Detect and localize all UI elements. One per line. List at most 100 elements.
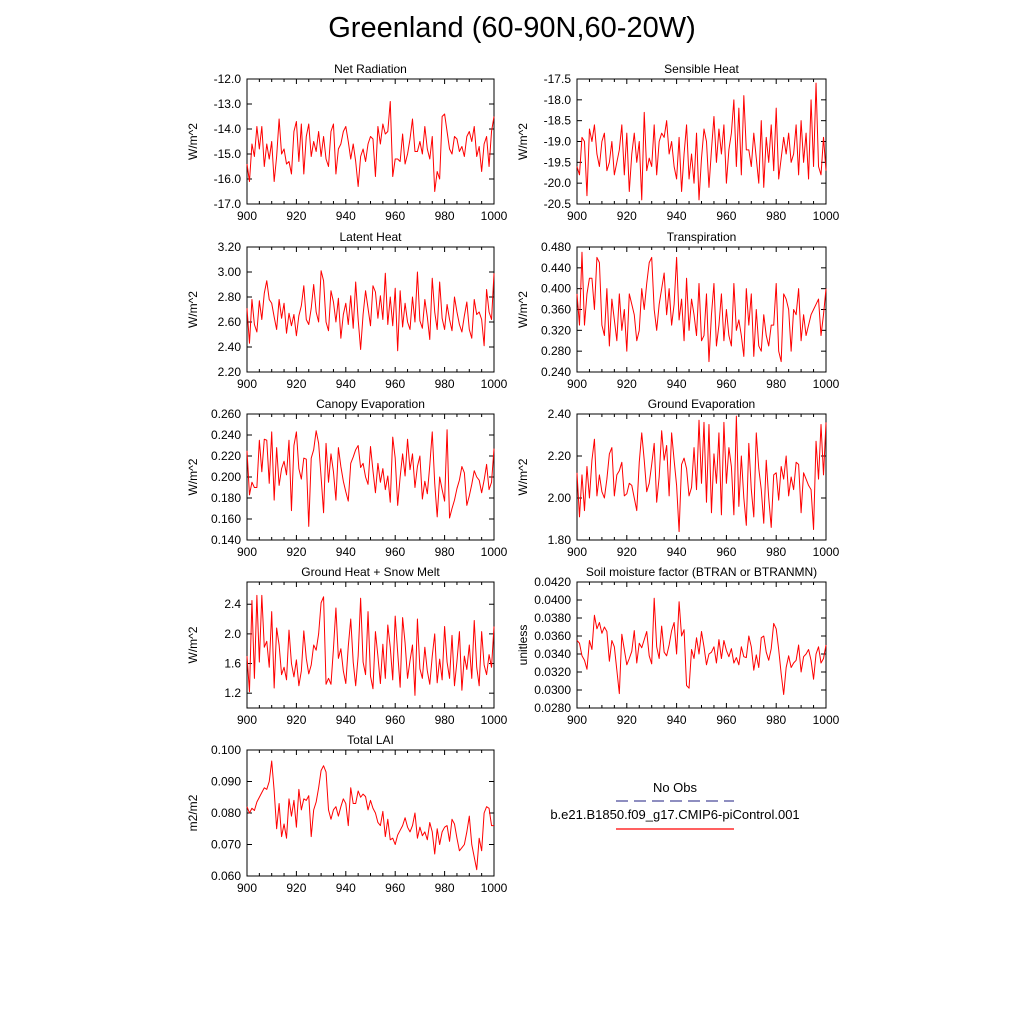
chart-panel: Ground Heat + Snow Melt W/m^2 900 920 940 960… (186, 565, 508, 727)
y-tick-label: 1.2 (224, 686, 241, 700)
chart-panel: Latent Heat W/m^2 900 920 940 960 980 1000 2.20 2… (186, 230, 508, 391)
y-tick-label: 0.070 (211, 838, 241, 852)
x-tick-label: 940 (336, 209, 356, 223)
x-tick-label: 900 (237, 377, 257, 391)
y-axis-label: W/m^2 (186, 123, 200, 160)
series-line (246, 760, 494, 871)
x-tick-label: 940 (336, 881, 356, 895)
panel-title: Ground Evaporation (648, 397, 755, 411)
y-tick-label: -14.0 (214, 122, 242, 136)
panel-title: Sensible Heat (664, 62, 739, 76)
x-tick-label: 960 (385, 881, 405, 895)
panel-title: Transpiration (667, 230, 737, 244)
y-tick-label: 0.220 (211, 449, 241, 463)
y-tick-label: 0.360 (541, 303, 571, 317)
panel-title: Latent Heat (339, 230, 402, 244)
x-tick-label: 1000 (813, 545, 840, 559)
y-tick-label: 0.0400 (534, 593, 571, 607)
y-tick-label: 0.260 (211, 407, 241, 421)
series-line (576, 597, 827, 695)
plot-frame (246, 581, 495, 709)
x-tick-label: 980 (766, 545, 786, 559)
y-tick-label: -12.0 (214, 72, 242, 86)
y-tick-label: 2.4 (224, 597, 241, 611)
y-tick-label: 0.180 (211, 491, 241, 505)
y-tick-label: -19.5 (544, 155, 572, 169)
y-tick-label: 0.240 (541, 365, 571, 379)
series-line (576, 251, 827, 363)
y-tick-label: 0.140 (211, 533, 241, 547)
x-tick-label: 900 (237, 209, 257, 223)
y-tick-label: 0.090 (211, 775, 241, 789)
y-axis-label: W/m^2 (186, 291, 200, 328)
y-tick-label: 0.400 (541, 282, 571, 296)
y-tick-label: -17.0 (214, 197, 242, 211)
y-tick-label: -17.5 (544, 72, 572, 86)
chart-panel: Sensible Heat W/m^2 900 920 940 960 980 1000 -20… (516, 62, 840, 223)
chart-panel: Transpiration W/m^2 900 920 940 960 980 1000 0.2… (516, 230, 840, 391)
x-tick-label: 900 (567, 545, 587, 559)
y-axis-label: W/m^2 (186, 626, 200, 663)
y-tick-label: 0.100 (211, 743, 241, 757)
y-tick-label: 0.480 (541, 240, 571, 254)
plot-frame (576, 581, 827, 709)
y-tick-label: 3.00 (218, 265, 242, 279)
x-tick-label: 900 (567, 209, 587, 223)
panel-title: Canopy Evaporation (316, 397, 425, 411)
y-axis-label: m2/m2 (186, 794, 200, 831)
x-tick-label: 940 (667, 209, 687, 223)
y-tick-label: 1.80 (548, 533, 572, 547)
y-tick-label: 2.40 (548, 407, 572, 421)
y-tick-label: -19.0 (544, 135, 572, 149)
y-tick-label: 2.60 (218, 315, 242, 329)
panel-title: Total LAI (347, 733, 394, 747)
series-line (246, 270, 495, 352)
y-tick-label: 0.080 (211, 806, 241, 820)
x-tick-label: 920 (617, 377, 637, 391)
panel-title: Net Radiation (334, 62, 407, 76)
x-tick-label: 980 (435, 713, 455, 727)
y-tick-label: -18.5 (544, 114, 572, 128)
x-tick-label: 980 (766, 713, 786, 727)
x-tick-label: 920 (286, 881, 306, 895)
legend: No Obs b.e21.B1850.f09_g17.CMIP6-piContr… (550, 780, 800, 830)
x-tick-label: 920 (286, 713, 306, 727)
chart-panel: Ground Evaporation W/m^2 900 920 940 960 980 10… (516, 397, 840, 559)
x-tick-label: 1000 (813, 209, 840, 223)
x-tick-label: 980 (435, 209, 455, 223)
x-tick-label: 1000 (481, 377, 508, 391)
x-tick-label: 920 (286, 377, 306, 391)
y-tick-label: 2.40 (218, 340, 242, 354)
y-tick-label: 0.240 (211, 428, 241, 442)
y-tick-label: 0.200 (211, 470, 241, 484)
x-tick-label: 1000 (481, 209, 508, 223)
x-tick-label: 980 (435, 377, 455, 391)
y-tick-label: 2.0 (224, 627, 241, 641)
chart-panels: Net Radiation W/m^2 900 920 940 960 980 1000 -17… (186, 62, 840, 895)
y-tick-label: -15.0 (214, 147, 242, 161)
y-tick-label: 2.20 (548, 449, 572, 463)
x-tick-label: 1000 (481, 881, 508, 895)
y-tick-label: 0.0300 (534, 683, 571, 697)
x-tick-label: 960 (385, 713, 405, 727)
chart-panel: Total LAI m2/m2 900 920 940 960 980 1000 0.060 0.… (186, 733, 508, 895)
y-tick-label: -18.0 (544, 93, 572, 107)
x-tick-label: 960 (716, 209, 736, 223)
y-axis-label: W/m^2 (516, 458, 530, 495)
panel-title: Soil moisture factor (BTRAN or BTRANMN) (586, 565, 817, 579)
y-axis-label: W/m^2 (516, 291, 530, 328)
y-axis-label: W/m^2 (516, 123, 530, 160)
y-tick-label: -20.5 (544, 197, 572, 211)
y-tick-label: 0.160 (211, 512, 241, 526)
x-tick-label: 900 (237, 713, 257, 727)
x-tick-label: 940 (336, 545, 356, 559)
y-tick-label: 0.0320 (534, 665, 571, 679)
series-line (576, 415, 827, 533)
y-axis-label: unitless (516, 625, 530, 666)
x-tick-label: 940 (336, 377, 356, 391)
x-tick-label: 920 (286, 545, 306, 559)
x-tick-label: 920 (617, 209, 637, 223)
x-tick-label: 960 (385, 209, 405, 223)
y-tick-label: 0.0340 (534, 647, 571, 661)
x-tick-label: 980 (435, 545, 455, 559)
